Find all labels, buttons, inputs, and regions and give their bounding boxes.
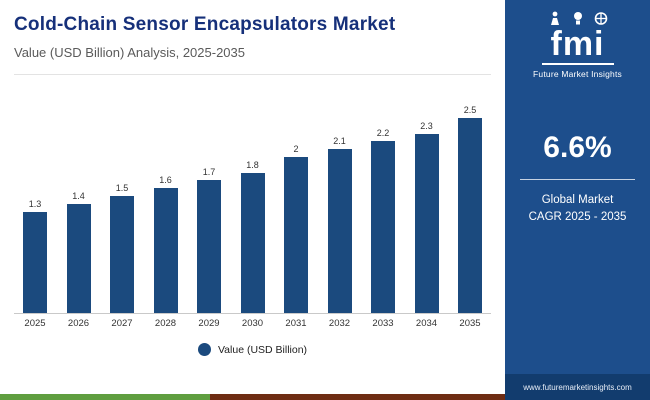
bar-group: 2 xyxy=(279,144,313,313)
x-tick-label: 2030 xyxy=(241,318,264,329)
website-strip: www.futuremarketinsights.com xyxy=(505,374,650,400)
header: Cold-Chain Sensor Encapsulators Market V… xyxy=(0,0,505,60)
bar-group: 1.8 xyxy=(236,160,270,313)
cagr-value: 6.6% xyxy=(543,131,612,164)
bar-group: 2.1 xyxy=(323,136,357,313)
bar xyxy=(371,141,395,313)
logo-rule xyxy=(541,63,614,65)
bar-value-label: 2.1 xyxy=(333,136,346,146)
bar-chart: 1.3 1.4 1.5 1.6 1.7 1.8 2 2.1 2.2 2.3 2.5 2025 2026… xyxy=(0,60,505,400)
bar-group: 1.5 xyxy=(105,183,139,313)
bar-group: 2.3 xyxy=(410,121,444,313)
logo-caption: Future Market Insights xyxy=(533,69,622,79)
x-tick-label: 2035 xyxy=(459,318,481,329)
bar xyxy=(458,118,482,313)
page-title: Cold-Chain Sensor Encapsulators Market xyxy=(14,14,396,35)
person-icon xyxy=(550,11,559,25)
bar xyxy=(110,196,134,313)
bar-group: 1.6 xyxy=(149,175,183,313)
panel-divider xyxy=(520,179,635,180)
green-strip xyxy=(0,394,210,400)
bar-value-label: 1.5 xyxy=(115,183,129,193)
bar-value-label: 1.3 xyxy=(28,199,42,209)
bar xyxy=(240,173,265,313)
bar xyxy=(153,188,178,313)
globe-icon xyxy=(594,12,607,25)
x-tick-label: 2029 xyxy=(198,318,220,329)
chart-section: Cold-Chain Sensor Encapsulators Market V… xyxy=(0,0,505,400)
bar xyxy=(66,204,91,313)
bar-value-label: 1.8 xyxy=(246,160,259,170)
footer-accent-strips xyxy=(0,394,505,400)
bar-value-label: 1.4 xyxy=(72,191,85,201)
x-tick-label: 2027 xyxy=(111,318,133,329)
bar xyxy=(23,212,47,313)
cagr-label-line2: CAGR 2025 - 2035 xyxy=(528,211,627,224)
bar-value-label: 2.2 xyxy=(376,128,390,138)
x-tick-label: 2026 xyxy=(67,318,90,329)
subtitle: Value (USD Billion) Analysis, 2025-2035 xyxy=(14,45,245,60)
x-axis-labels: 2025 2026 2027 2028 2029 2030 2031 2032 2033 2034… xyxy=(14,314,491,329)
bar-value-label: 2.3 xyxy=(420,121,433,131)
bar-group: 1.4 xyxy=(62,191,96,313)
x-tick-label: 2028 xyxy=(154,318,177,329)
bar-value-label: 1.6 xyxy=(159,175,172,185)
legend-marker-icon xyxy=(197,343,211,356)
bar-group: 1.3 xyxy=(18,199,52,313)
x-tick-label: 2031 xyxy=(285,318,307,329)
bar xyxy=(284,157,308,313)
logo-text: fmi xyxy=(550,25,605,63)
x-tick-label: 2025 xyxy=(24,318,46,329)
cagr-label-line1: Global Market xyxy=(541,194,614,206)
x-tick-label: 2032 xyxy=(328,318,351,329)
bar-value-label: 2.5 xyxy=(463,105,477,115)
legend-label: Value (USD Billion) xyxy=(217,343,308,356)
bar-group: 2.2 xyxy=(366,128,400,313)
plot-area: 1.3 1.4 1.5 1.6 1.7 1.8 2 2.1 2.2 2.3 2.5 xyxy=(14,74,491,314)
x-tick-label: 2034 xyxy=(415,318,438,329)
bar-value-label: 1.7 xyxy=(202,167,216,177)
bar xyxy=(327,149,352,313)
fmi-logo: fmi Future Market Insights xyxy=(533,10,622,79)
cagr-label: Global Market CAGR 2025 - 2035 xyxy=(529,192,627,227)
bar-group: 2.5 xyxy=(453,105,487,313)
website-url: www.futuremarketinsights.com xyxy=(523,382,632,392)
x-tick-label: 2033 xyxy=(372,318,394,329)
brand-panel: fmi Future Market Insights 6.6% Global M… xyxy=(505,0,650,400)
bar xyxy=(197,180,221,313)
maroon-strip xyxy=(210,394,505,400)
chart-legend: Value (USD Billion) xyxy=(14,343,491,356)
lightbulb-icon xyxy=(573,12,582,25)
bar-value-label: 2 xyxy=(293,144,299,154)
bar-group: 1.7 xyxy=(192,167,226,313)
bar xyxy=(414,134,439,313)
logo-icons xyxy=(548,10,608,26)
